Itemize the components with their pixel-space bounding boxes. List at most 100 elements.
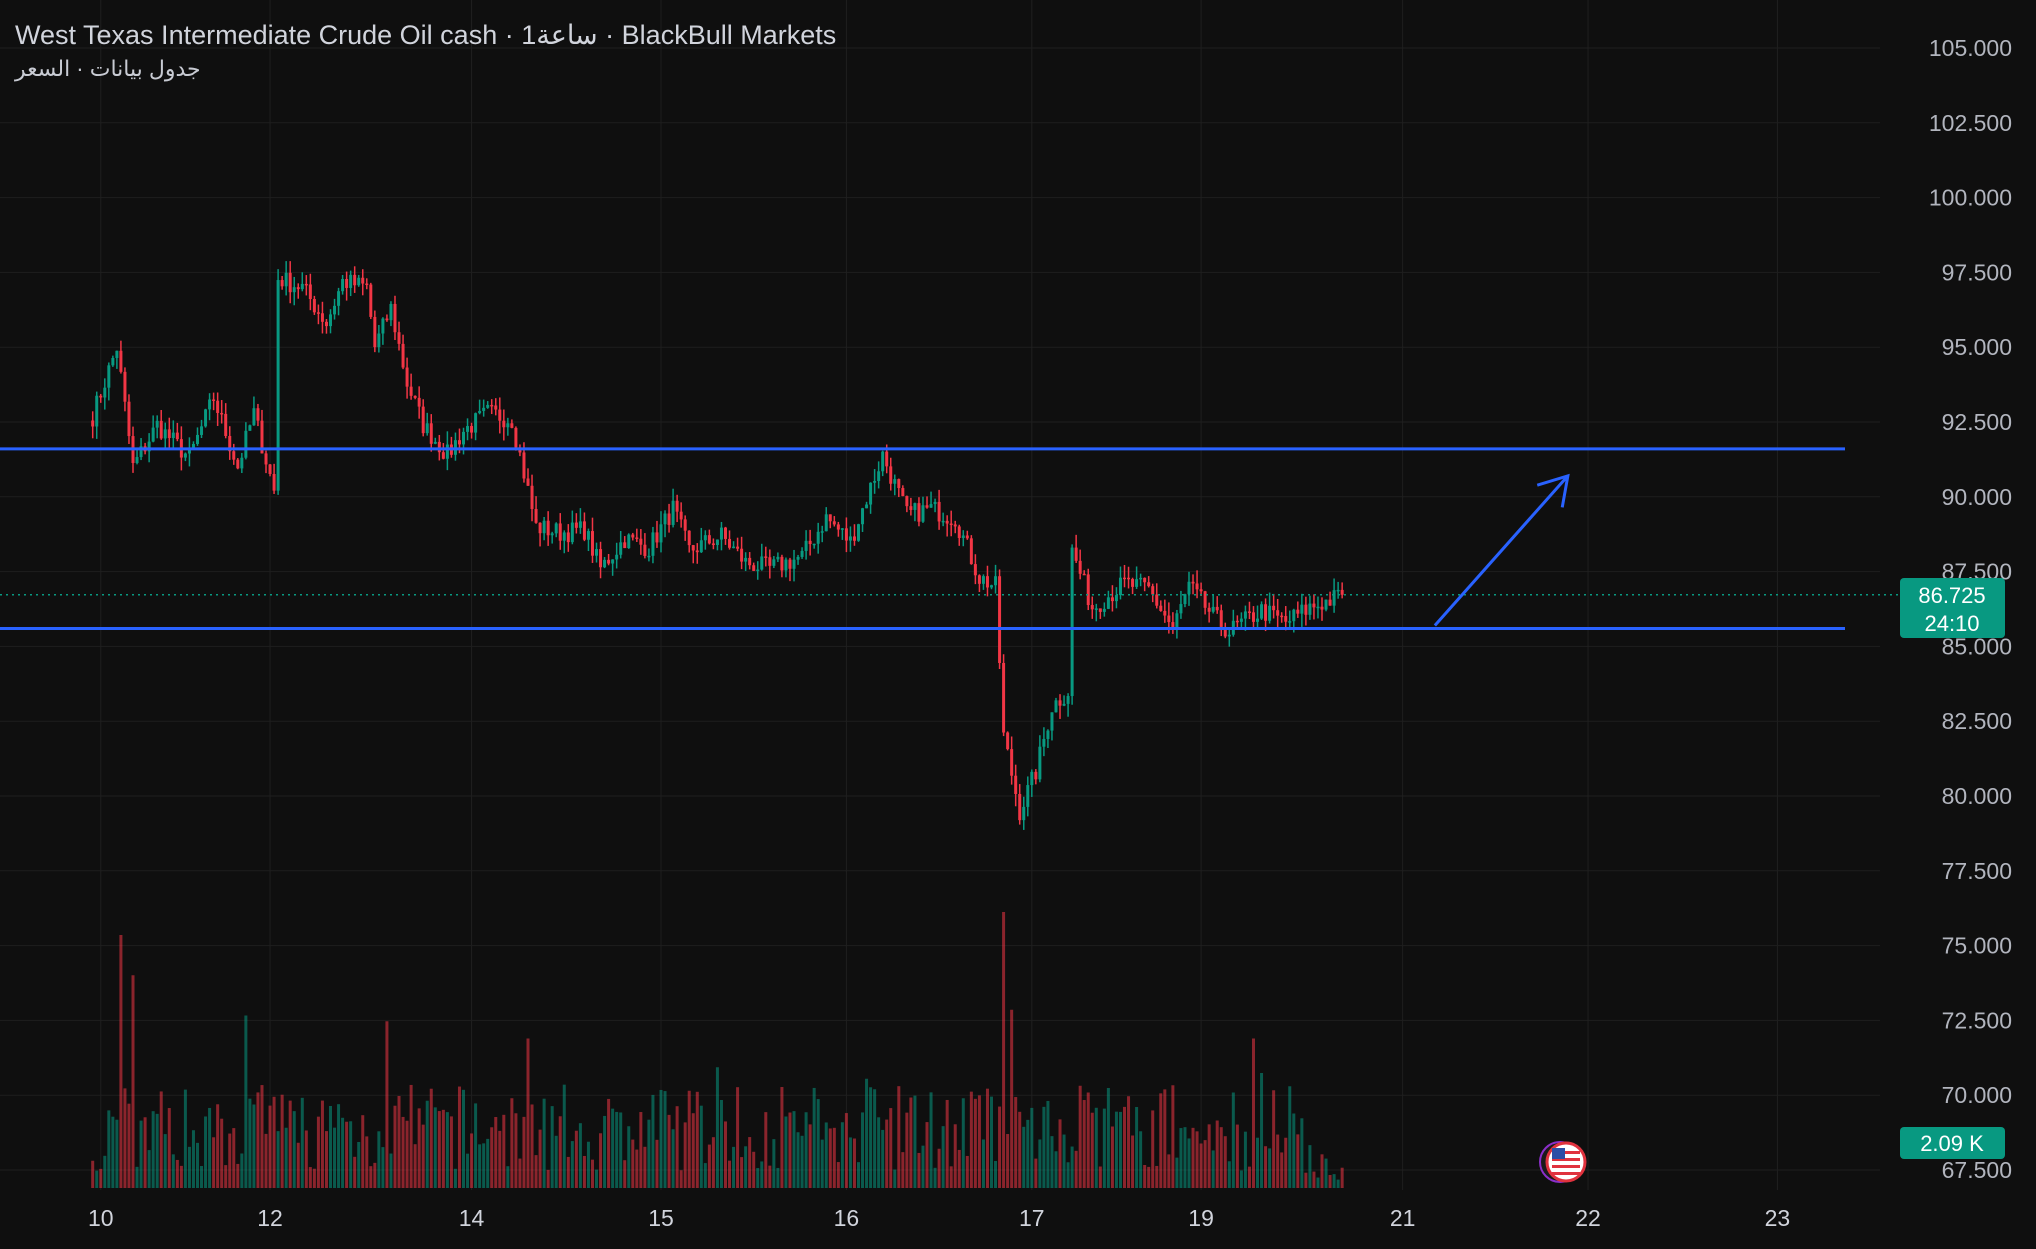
candle-body bbox=[95, 395, 99, 427]
candle-body bbox=[195, 434, 199, 444]
volume-bar bbox=[268, 1105, 272, 1188]
candle-body bbox=[909, 506, 913, 510]
volume-bar bbox=[1086, 1092, 1090, 1188]
candle-body bbox=[981, 576, 985, 584]
candle-body bbox=[457, 440, 461, 445]
candle-body bbox=[1276, 610, 1280, 616]
candle-body bbox=[498, 409, 502, 421]
volume-bar bbox=[195, 1142, 199, 1188]
candle-body bbox=[1090, 605, 1094, 610]
volume-bar bbox=[566, 1156, 570, 1188]
candle-body bbox=[151, 427, 155, 442]
volume-bar bbox=[1187, 1138, 1191, 1188]
volume-bar bbox=[893, 1169, 897, 1188]
candle-body bbox=[905, 496, 909, 507]
candle-body bbox=[1284, 616, 1288, 622]
candle-body bbox=[679, 511, 683, 520]
volume-bar bbox=[482, 1143, 486, 1188]
volume-bar bbox=[1098, 1166, 1102, 1188]
volume-bar bbox=[550, 1106, 554, 1188]
candle-body bbox=[349, 274, 353, 288]
candle-body bbox=[599, 549, 603, 568]
last-price-badge: 86.725 24:10 bbox=[1900, 578, 2005, 638]
candle-body bbox=[558, 523, 562, 541]
volume-bar bbox=[1179, 1128, 1183, 1188]
volume-bar bbox=[369, 1166, 373, 1188]
candle-body bbox=[445, 444, 449, 459]
volume-bar bbox=[312, 1168, 316, 1188]
candle-body bbox=[1203, 591, 1207, 608]
us-flag-event-icon[interactable] bbox=[1539, 1141, 1587, 1183]
volume-bar bbox=[236, 1163, 240, 1188]
candle-body bbox=[1074, 547, 1078, 561]
candle-body bbox=[945, 520, 949, 524]
candle-body bbox=[1139, 577, 1143, 580]
candle-body bbox=[691, 545, 695, 551]
volume-bar bbox=[353, 1156, 357, 1188]
volume-bar bbox=[780, 1087, 784, 1188]
candle-body bbox=[1135, 579, 1139, 587]
volume-bar bbox=[836, 1162, 840, 1188]
volume-bar bbox=[699, 1105, 703, 1188]
candle-body bbox=[107, 365, 111, 388]
candle-body bbox=[990, 585, 994, 588]
volume-bar bbox=[877, 1117, 881, 1188]
candle-body bbox=[264, 453, 268, 465]
volume-bar bbox=[1127, 1096, 1131, 1188]
volume-bar bbox=[1296, 1134, 1300, 1188]
candle-body bbox=[1014, 775, 1018, 795]
candle-body bbox=[929, 504, 933, 508]
candle-body bbox=[494, 405, 498, 410]
volume-bar bbox=[478, 1144, 482, 1188]
volume-bar bbox=[1106, 1087, 1110, 1188]
volume-bar bbox=[409, 1084, 413, 1188]
volume-bar bbox=[861, 1112, 865, 1188]
candle-body bbox=[1316, 606, 1320, 609]
volume-bar bbox=[711, 1137, 715, 1188]
volume-bar bbox=[659, 1089, 663, 1188]
volume-bar bbox=[578, 1123, 582, 1188]
drawn-levels[interactable] bbox=[0, 447, 1845, 630]
candle-body bbox=[820, 531, 824, 533]
candle-body bbox=[369, 284, 373, 317]
candle-body bbox=[159, 420, 163, 439]
candle-body bbox=[578, 521, 582, 528]
candle-body bbox=[933, 501, 937, 505]
x-tick-label: 14 bbox=[459, 1205, 485, 1231]
candle-body bbox=[502, 420, 506, 428]
time-axis[interactable]: 10 12 14 15 16 17 19 21 22 23 bbox=[88, 1205, 1790, 1231]
volume-bar bbox=[977, 1095, 981, 1188]
volume-bar bbox=[973, 1098, 977, 1188]
volume-bar bbox=[1171, 1085, 1175, 1188]
volume-bar bbox=[300, 1097, 304, 1188]
price-axis[interactable]: 105.000 102.500 100.000 97.500 95.000 92.500 9… bbox=[1929, 35, 2012, 1183]
candle-body bbox=[232, 451, 236, 460]
y-tick-label: 102.500 bbox=[1929, 110, 2012, 136]
volume-bar bbox=[324, 1131, 328, 1188]
volume-bar bbox=[498, 1130, 502, 1188]
candle-body bbox=[994, 576, 998, 586]
volume-bar bbox=[1247, 1166, 1251, 1188]
candle-body bbox=[897, 479, 901, 489]
trend-arrow[interactable] bbox=[1433, 474, 1569, 627]
volume-bar bbox=[1090, 1112, 1094, 1188]
volume-bar bbox=[856, 1162, 860, 1188]
volume-bar bbox=[1336, 1179, 1340, 1188]
candle-body bbox=[998, 576, 1002, 663]
volume-bar bbox=[99, 1168, 103, 1188]
candle-body bbox=[1123, 577, 1127, 580]
candle-body bbox=[256, 408, 260, 421]
candle-body bbox=[619, 542, 623, 555]
volume-bar bbox=[393, 1105, 397, 1188]
candle-body bbox=[1050, 712, 1054, 731]
volume-bar bbox=[341, 1117, 345, 1188]
candle-body bbox=[208, 399, 212, 410]
volume-bar bbox=[764, 1112, 768, 1188]
volume-bar bbox=[985, 1088, 989, 1188]
volume-bar bbox=[671, 1129, 675, 1188]
candle-body bbox=[1062, 703, 1066, 706]
candle-body bbox=[977, 575, 981, 584]
volume-bar bbox=[171, 1154, 175, 1188]
